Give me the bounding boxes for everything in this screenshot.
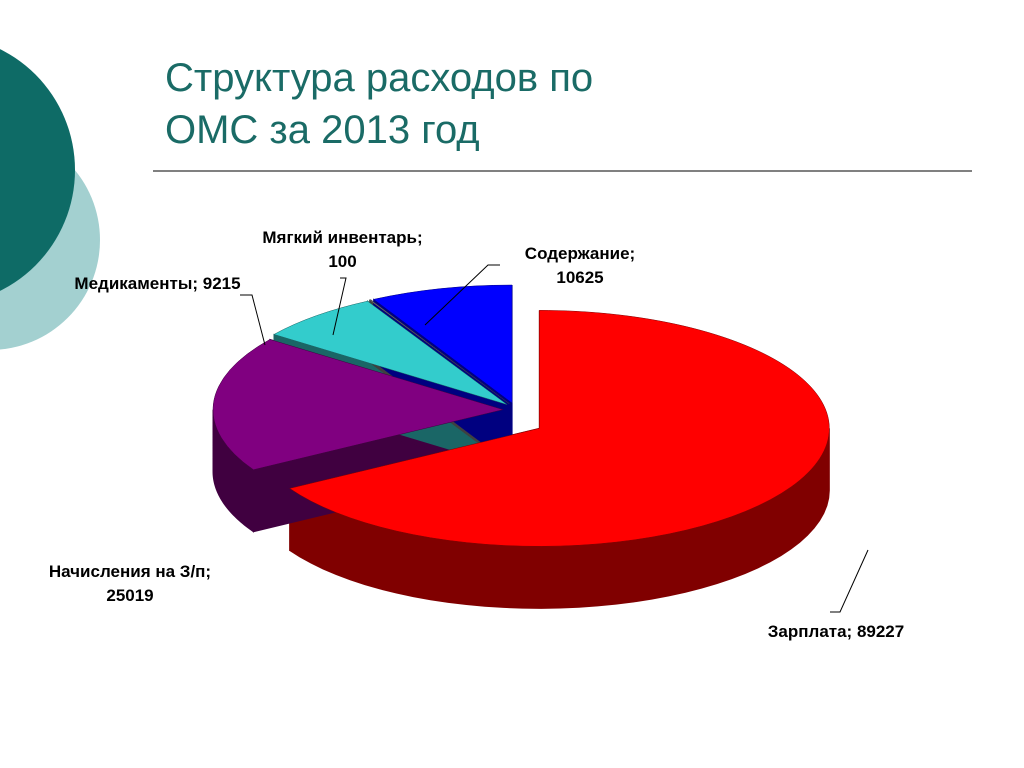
data-label: Медикаменты; 9215 (74, 274, 241, 293)
slice (289, 310, 830, 547)
data-label: Начисления на З/п; 25019 (48, 562, 212, 605)
data-label: Зарплата; 89227 (767, 622, 905, 641)
chart-title: Структура расходов по ОМС за 2013 год (165, 56, 594, 152)
data-label: Мягкий инвентарь; 100 (262, 228, 423, 271)
pie (212, 284, 830, 609)
slice (273, 300, 508, 405)
leader-line (830, 549, 869, 613)
slice (369, 299, 510, 404)
leader-line (240, 294, 266, 346)
data-label: Содержание; 10625 (524, 244, 636, 287)
leader-line (424, 264, 500, 326)
decor-circle (0, 49, 75, 291)
leader-line (332, 277, 347, 336)
slice (212, 339, 504, 470)
slice (373, 284, 513, 404)
leader-lines (240, 264, 869, 613)
